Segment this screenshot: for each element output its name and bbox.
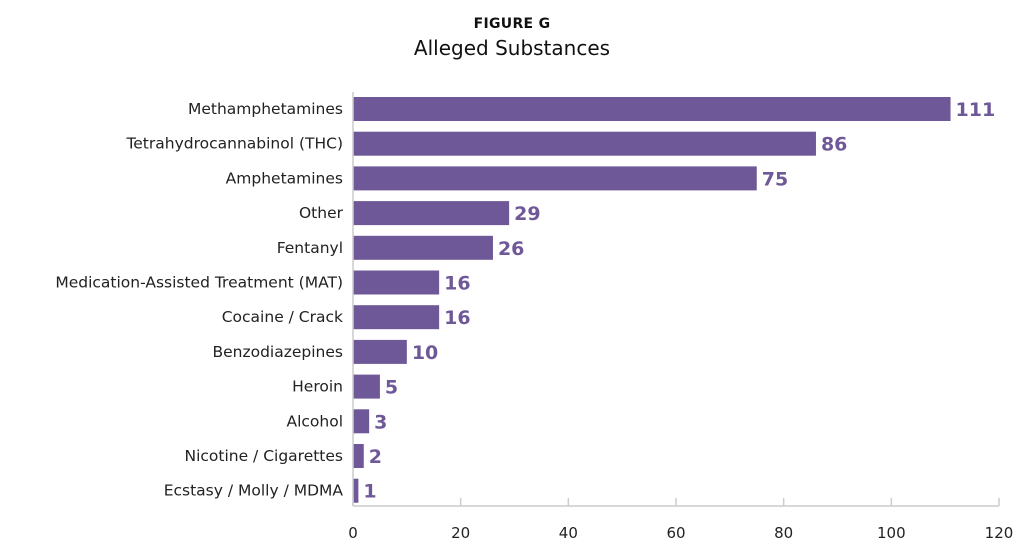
bar bbox=[353, 235, 493, 260]
category-label: Cocaine / Crack bbox=[222, 308, 343, 326]
category-label: Methamphetamines bbox=[188, 100, 343, 118]
category-label: Fentanyl bbox=[277, 239, 343, 257]
category-label: Amphetamines bbox=[226, 169, 343, 187]
data-label: 10 bbox=[412, 342, 438, 364]
chart-title: Alleged Substances bbox=[413, 36, 611, 60]
category-label: Alcohol bbox=[286, 412, 343, 430]
category-label: Nicotine / Cigarettes bbox=[184, 447, 343, 465]
bar bbox=[353, 270, 440, 295]
data-label: 29 bbox=[514, 203, 540, 225]
data-label: 16 bbox=[444, 307, 470, 329]
x-tick-label: 60 bbox=[666, 524, 685, 542]
category-label: Benzodiazepines bbox=[212, 343, 343, 361]
bar bbox=[353, 478, 359, 503]
x-tick-label: 80 bbox=[774, 524, 793, 542]
data-label: 16 bbox=[444, 273, 470, 295]
x-tick-label: 20 bbox=[451, 524, 470, 542]
x-tick-label: 0 bbox=[348, 524, 358, 542]
bar bbox=[353, 409, 370, 434]
x-tick-label: 40 bbox=[559, 524, 578, 542]
category-label: Heroin bbox=[292, 378, 343, 396]
category-label: Ecstasy / Molly / MDMA bbox=[164, 482, 344, 500]
data-label: 2 bbox=[369, 446, 382, 468]
category-label: Medication-Assisted Treatment (MAT) bbox=[55, 274, 343, 292]
category-label: Other bbox=[299, 204, 344, 222]
data-label: 3 bbox=[374, 411, 387, 433]
data-label: 26 bbox=[498, 238, 524, 260]
bar bbox=[353, 339, 407, 364]
category-label: Tetrahydrocannabinol (THC) bbox=[125, 135, 343, 153]
bar bbox=[353, 374, 380, 399]
data-label: 1 bbox=[363, 481, 376, 503]
x-tick-label: 120 bbox=[985, 524, 1014, 542]
bar bbox=[353, 201, 510, 226]
x-tick-label: 100 bbox=[877, 524, 906, 542]
bar bbox=[353, 305, 440, 330]
bar bbox=[353, 97, 951, 121]
data-label: 111 bbox=[956, 99, 996, 121]
bar bbox=[353, 166, 757, 191]
data-label: 75 bbox=[762, 168, 788, 190]
bar bbox=[353, 131, 816, 156]
figure-label: FIGURE G bbox=[473, 16, 551, 32]
bar bbox=[353, 444, 364, 468]
data-label: 86 bbox=[821, 134, 847, 156]
data-label: 5 bbox=[385, 377, 398, 399]
